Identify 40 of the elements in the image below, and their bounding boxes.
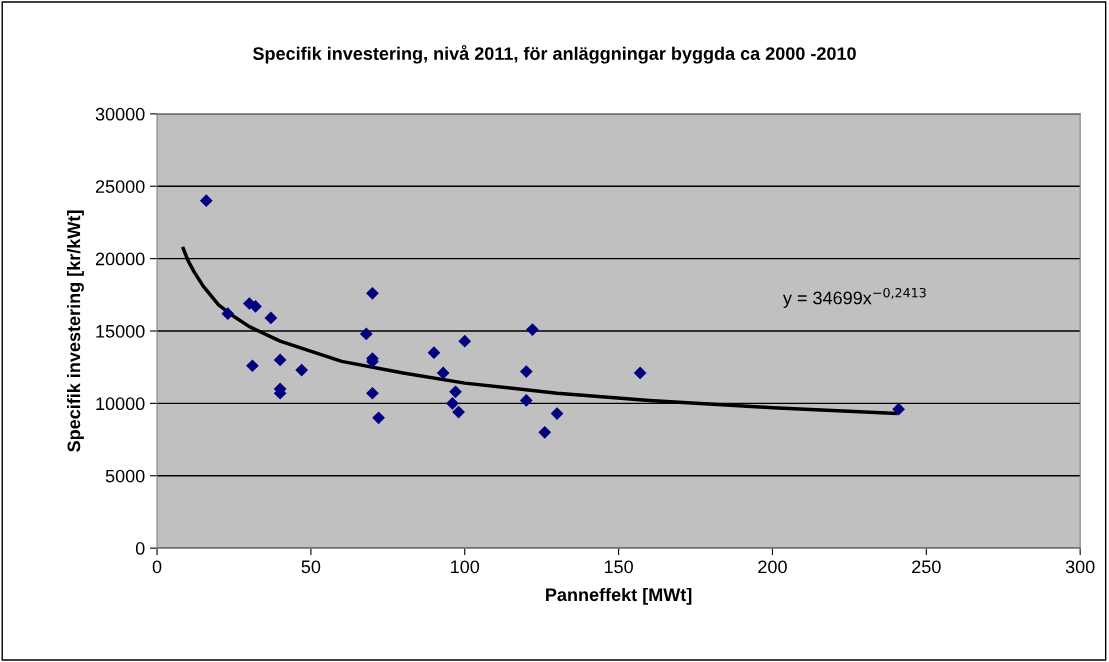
point bbox=[449, 385, 462, 399]
point bbox=[221, 307, 235, 320]
point bbox=[359, 327, 373, 341]
y-tick-label: 20000 bbox=[95, 252, 145, 266]
point bbox=[458, 334, 472, 348]
point bbox=[519, 394, 533, 407]
point bbox=[633, 366, 647, 380]
point bbox=[273, 353, 287, 367]
y-tick-label: 30000 bbox=[95, 107, 145, 121]
y-tick-label: 15000 bbox=[96, 324, 145, 338]
point bbox=[892, 402, 905, 416]
point bbox=[264, 311, 278, 325]
point bbox=[538, 425, 552, 439]
point bbox=[372, 411, 385, 425]
x-tick-label: 100 bbox=[451, 560, 480, 574]
point bbox=[366, 386, 379, 400]
annotation: y = 34699x$^{−0,2413}$ bbox=[782, 287, 926, 308]
point bbox=[526, 323, 539, 336]
x-tick-label: 200 bbox=[758, 560, 787, 574]
point bbox=[427, 346, 441, 360]
x-tick-label: 300 bbox=[1065, 560, 1095, 574]
point bbox=[436, 366, 450, 380]
point bbox=[446, 397, 459, 410]
y-tick-label: 10000 bbox=[96, 397, 145, 411]
point bbox=[199, 194, 213, 208]
x-tick-label: 150 bbox=[604, 560, 633, 574]
x-tick-label: 250 bbox=[912, 560, 941, 574]
point bbox=[519, 365, 533, 378]
point bbox=[366, 287, 379, 300]
point bbox=[246, 359, 259, 373]
x-tick-label: 50 bbox=[301, 560, 321, 574]
y-tick-label: 25000 bbox=[95, 180, 145, 193]
y-axis-title: Specifik investering [kr/kWt] bbox=[67, 210, 84, 452]
chart-title: Specifik investering, nivå 2011, för anläggningar byggda ca 2000 -2010 bbox=[252, 44, 856, 64]
y-tick-label: 0 bbox=[135, 542, 145, 555]
x-tick-label: 0 bbox=[152, 560, 162, 574]
y-tick-label: 5000 bbox=[105, 469, 145, 483]
point bbox=[295, 363, 309, 377]
point bbox=[452, 405, 465, 419]
x-axis-title: Panneffekt [MWt] bbox=[546, 587, 692, 605]
